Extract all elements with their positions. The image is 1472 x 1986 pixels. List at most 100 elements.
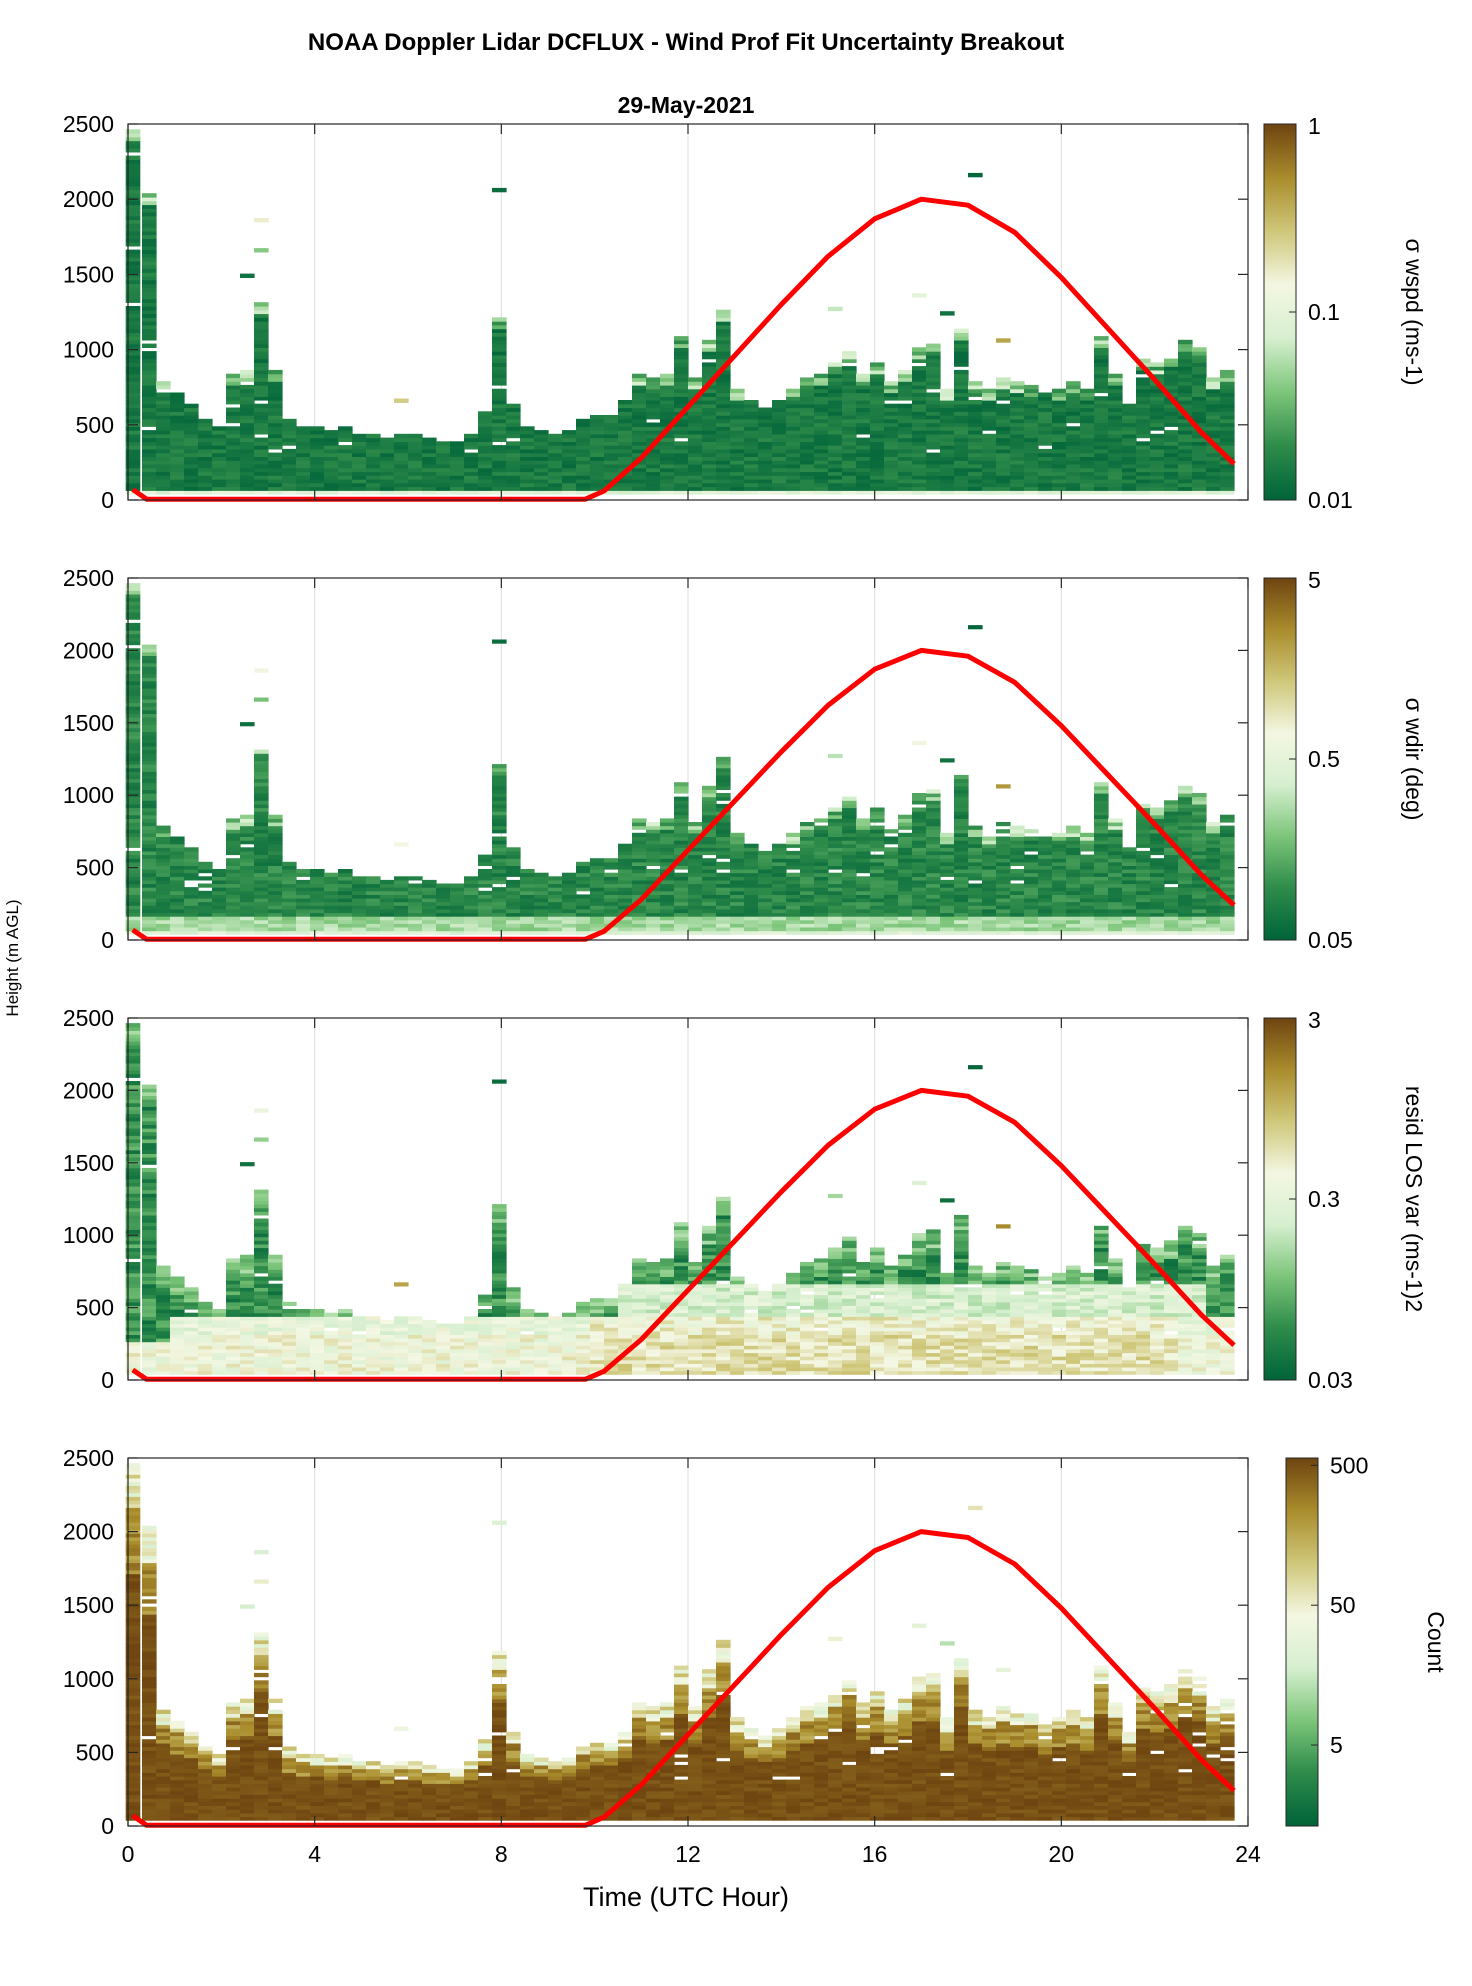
heatmap-cell: [646, 403, 661, 409]
heatmap-cell: [125, 298, 141, 303]
heatmap-cell: [1052, 861, 1067, 866]
heatmap-cell: [1024, 478, 1039, 484]
heatmap-cell: [450, 898, 465, 903]
heatmap-cell: [366, 890, 381, 895]
heatmap-cell: [198, 1309, 213, 1314]
heatmap-cell: [1094, 456, 1109, 461]
heatmap-cell: [156, 381, 171, 386]
heatmap-cell: [688, 850, 703, 856]
heatmap-cell: [1164, 818, 1179, 823]
heatmap-cell: [940, 901, 955, 906]
heatmap-cell: [548, 445, 563, 450]
heatmap-cell: [125, 850, 141, 856]
heatmap-cell: [142, 1186, 157, 1191]
heatmap-cell: [716, 336, 731, 341]
heatmap-cell: [702, 475, 717, 480]
heatmap-cell: [674, 336, 689, 341]
heatmap-cell: [814, 847, 829, 852]
heatmap-cell: [1164, 437, 1179, 442]
heatmap-cell: [940, 475, 955, 480]
heatmap-cell: [590, 422, 605, 427]
heatmap-cell: [576, 418, 591, 424]
heatmap-cell: [576, 923, 591, 928]
heatmap-cell: [688, 847, 703, 852]
heatmap-cell: [786, 437, 801, 442]
heatmap-cell: [310, 437, 325, 442]
heatmap-cell: [1024, 829, 1039, 834]
heatmap-cell: [142, 669, 157, 675]
heatmap-cell: [1094, 919, 1109, 924]
heatmap-cell: [604, 905, 619, 910]
heatmap-cell: [156, 927, 171, 932]
heatmap-cell: [982, 422, 997, 427]
heatmap-cell: [198, 433, 213, 439]
heatmap-cell: [450, 460, 465, 465]
heatmap-cell: [660, 373, 675, 379]
heatmap-cell: [156, 437, 171, 442]
heatmap-cell: [1136, 818, 1151, 823]
heatmap-cell: [814, 490, 829, 495]
heatmap-cell: [142, 1370, 157, 1375]
heatmap-cell: [912, 388, 927, 394]
heatmap-cell: [1066, 832, 1081, 837]
heatmap-cell: [898, 381, 913, 386]
heatmap-cell: [170, 1312, 185, 1317]
heatmap-cell: [1178, 861, 1193, 866]
heatmap-cell: [268, 865, 283, 870]
heatmap-cell: [408, 445, 423, 450]
heatmap-cell: [125, 604, 141, 609]
heatmap-cell: [912, 800, 927, 805]
heatmap-cell: [254, 248, 269, 253]
heatmap-cell: [142, 260, 157, 266]
heatmap-cell: [324, 923, 339, 928]
heatmap-cell: [772, 843, 787, 848]
heatmap-cell: [982, 869, 997, 874]
heatmap-cell: [884, 441, 899, 446]
heatmap-cell: [268, 486, 283, 491]
heatmap-cell: [968, 448, 983, 454]
heatmap-cell: [982, 437, 997, 442]
heatmap-cell: [464, 890, 479, 895]
heatmap-cell: [184, 898, 199, 903]
heatmap-cell: [240, 452, 255, 457]
heatmap-cell: [632, 400, 647, 405]
heatmap-cell: [1094, 411, 1109, 416]
heatmap-cell: [142, 869, 157, 874]
heatmap-cell: [125, 923, 141, 928]
heatmap-cell: [716, 850, 731, 856]
heatmap-cell: [590, 927, 605, 932]
heatmap-cell: [478, 430, 493, 435]
heatmap-cell: [926, 912, 941, 917]
heatmap-cell: [1080, 890, 1095, 895]
heatmap-cell: [282, 490, 297, 495]
heatmap-cell: [520, 876, 535, 881]
heatmap-cell: [674, 445, 689, 450]
heatmap-cell: [170, 1367, 185, 1372]
heatmap-cell: [125, 1269, 141, 1274]
heatmap-cell: [198, 1330, 213, 1335]
heatmap-cell: [758, 418, 773, 424]
heatmap-cell: [125, 872, 141, 877]
heatmap-cell: [142, 467, 157, 473]
heatmap-cell: [310, 463, 325, 469]
heatmap-cell: [1052, 843, 1067, 848]
heatmap-cell: [1164, 869, 1179, 874]
heatmap-cell: [1108, 912, 1123, 917]
heatmap-cell: [142, 691, 157, 696]
heatmap-cell: [352, 930, 367, 935]
heatmap-cell: [562, 486, 577, 491]
heatmap-cell: [688, 448, 703, 454]
heatmap-cell: [1108, 818, 1123, 823]
heatmap-cell: [940, 467, 955, 473]
heatmap-cell: [125, 1138, 141, 1144]
heatmap-cell: [730, 448, 745, 454]
heatmap-cell: [674, 832, 689, 837]
heatmap-cell: [926, 392, 941, 397]
heatmap-cell: [856, 894, 871, 899]
heatmap-cell: [632, 832, 647, 837]
heatmap-cell: [940, 437, 955, 442]
heatmap-cell: [982, 879, 997, 885]
heatmap-cell: [125, 467, 141, 473]
heatmap-cell: [646, 437, 661, 442]
heatmap-cell: [856, 825, 871, 830]
